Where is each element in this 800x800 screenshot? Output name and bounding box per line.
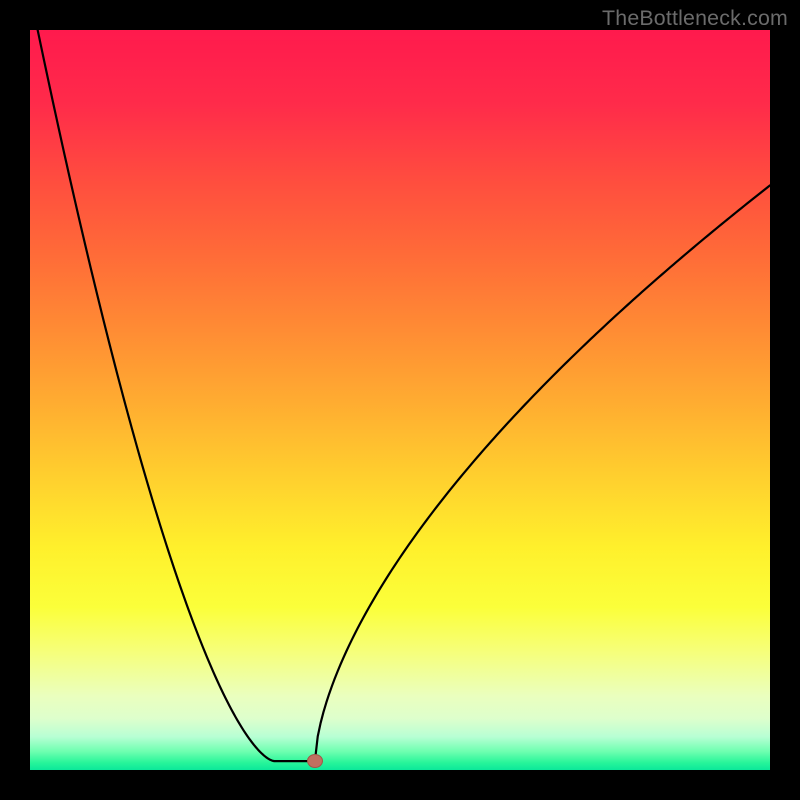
figure-root: TheBottleneck.com bbox=[0, 0, 800, 800]
curve-layer bbox=[30, 30, 770, 770]
plot-area bbox=[30, 30, 770, 770]
optimal-point-marker bbox=[307, 754, 323, 768]
bottleneck-curve bbox=[30, 30, 770, 761]
watermark-text: TheBottleneck.com bbox=[602, 6, 788, 31]
